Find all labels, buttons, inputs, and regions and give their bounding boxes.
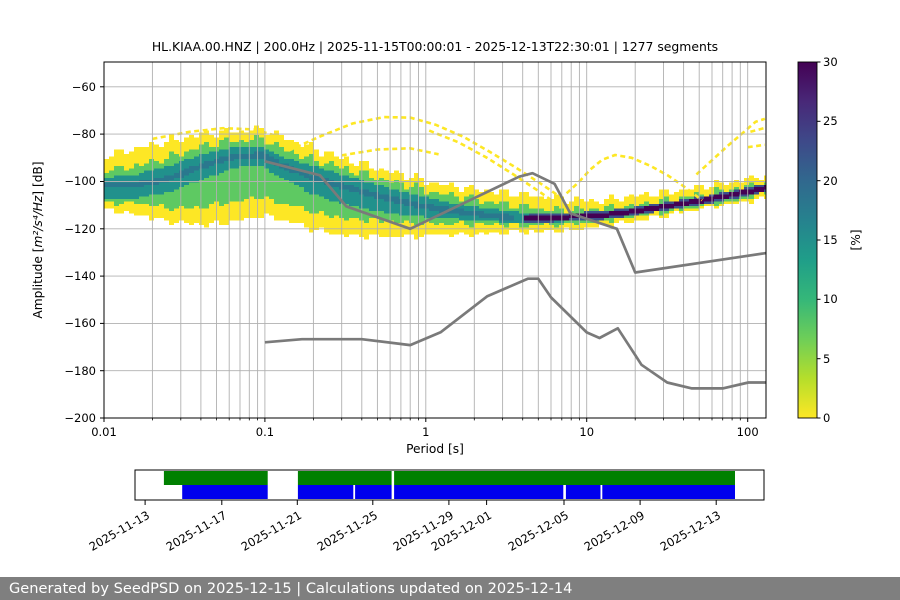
- timeline-psd-segment: [565, 485, 601, 499]
- x-axis-label: Period [s]: [406, 442, 464, 456]
- nhnm-line: [264, 159, 767, 274]
- nlnm-line: [264, 277, 766, 390]
- timeline: [134, 469, 765, 505]
- y-axis-label-math: m²/s⁴/Hz: [31, 195, 45, 248]
- x-tick-label: 10: [579, 425, 595, 439]
- timeline-psd-segment: [182, 485, 268, 499]
- axes-frame: [100, 61, 767, 422]
- x-tick-label: 0.01: [91, 425, 117, 439]
- y-tick-label: −80: [71, 127, 96, 142]
- colorbar-tick-label: 10: [823, 292, 838, 307]
- y-axis-label: Amplitude [m²/s⁴/Hz] [dB]: [31, 161, 45, 318]
- colorbar-gradient: [797, 61, 818, 419]
- y-tick-label: −120: [64, 221, 96, 236]
- timeline-psd-segment: [355, 485, 392, 499]
- grid: [103, 62, 766, 418]
- colorbar-label: [%]: [849, 229, 863, 251]
- ppsd-band-mode-20pct: [104, 151, 514, 221]
- transient-arc-8: [341, 146, 439, 157]
- timeline-psd-segment: [394, 485, 564, 499]
- timeline-data-segment: [297, 471, 392, 485]
- noise-models: [264, 159, 767, 390]
- x-tick-label: 100: [736, 425, 759, 439]
- timeline-data-segment: [163, 471, 268, 485]
- y-axis-label-prefix: Amplitude [: [31, 247, 45, 319]
- colorbar-tick-label: 15: [823, 233, 838, 247]
- y-tick-label: −160: [64, 316, 96, 331]
- plot-title: HL.KIAA.00.HNZ | 200.0Hz | 2025-11-15T00…: [151, 39, 719, 54]
- colorbar-tick-label: 20: [823, 173, 838, 188]
- y-tick-label: −200: [64, 411, 96, 425]
- timeline-psd-segment: [602, 485, 735, 499]
- footer-bar: Generated by SeedPSD on 2025-12-15 | Cal…: [0, 577, 900, 600]
- transient-arc-4: [565, 153, 703, 202]
- ppsd-band-ridge-30pct: [524, 184, 766, 221]
- transient-arc-3: [428, 129, 558, 205]
- y-tick-label: −60: [71, 79, 96, 94]
- transient-arc-1: [152, 126, 276, 141]
- transient-arc-5: [695, 117, 766, 176]
- colorbar-tick-label: 30: [823, 55, 838, 69]
- ppsd-histogram: [104, 115, 766, 240]
- colorbar-tick-label: 0: [823, 411, 831, 425]
- y-tick-label: −100: [64, 174, 96, 189]
- y-tick-label: −140: [64, 269, 96, 284]
- colorbar-tick-label: 5: [823, 351, 831, 366]
- colorbar-tick-label: 25: [823, 114, 838, 129]
- y-tick-label: −180: [64, 363, 96, 378]
- y-axis-label-suffix: ] [dB]: [31, 161, 45, 196]
- transient-streak-7: [750, 126, 765, 134]
- transient-arc-2: [287, 115, 563, 200]
- timeline-data-segment: [394, 471, 735, 485]
- x-tick-label: 0.1: [255, 425, 275, 439]
- ppsd-band-high-15pct: [104, 146, 766, 223]
- x-tick-label: 1: [422, 425, 430, 439]
- colorbar: [797, 61, 821, 419]
- transient-streak-6: [747, 143, 766, 149]
- timeline-psd-segment: [297, 485, 354, 499]
